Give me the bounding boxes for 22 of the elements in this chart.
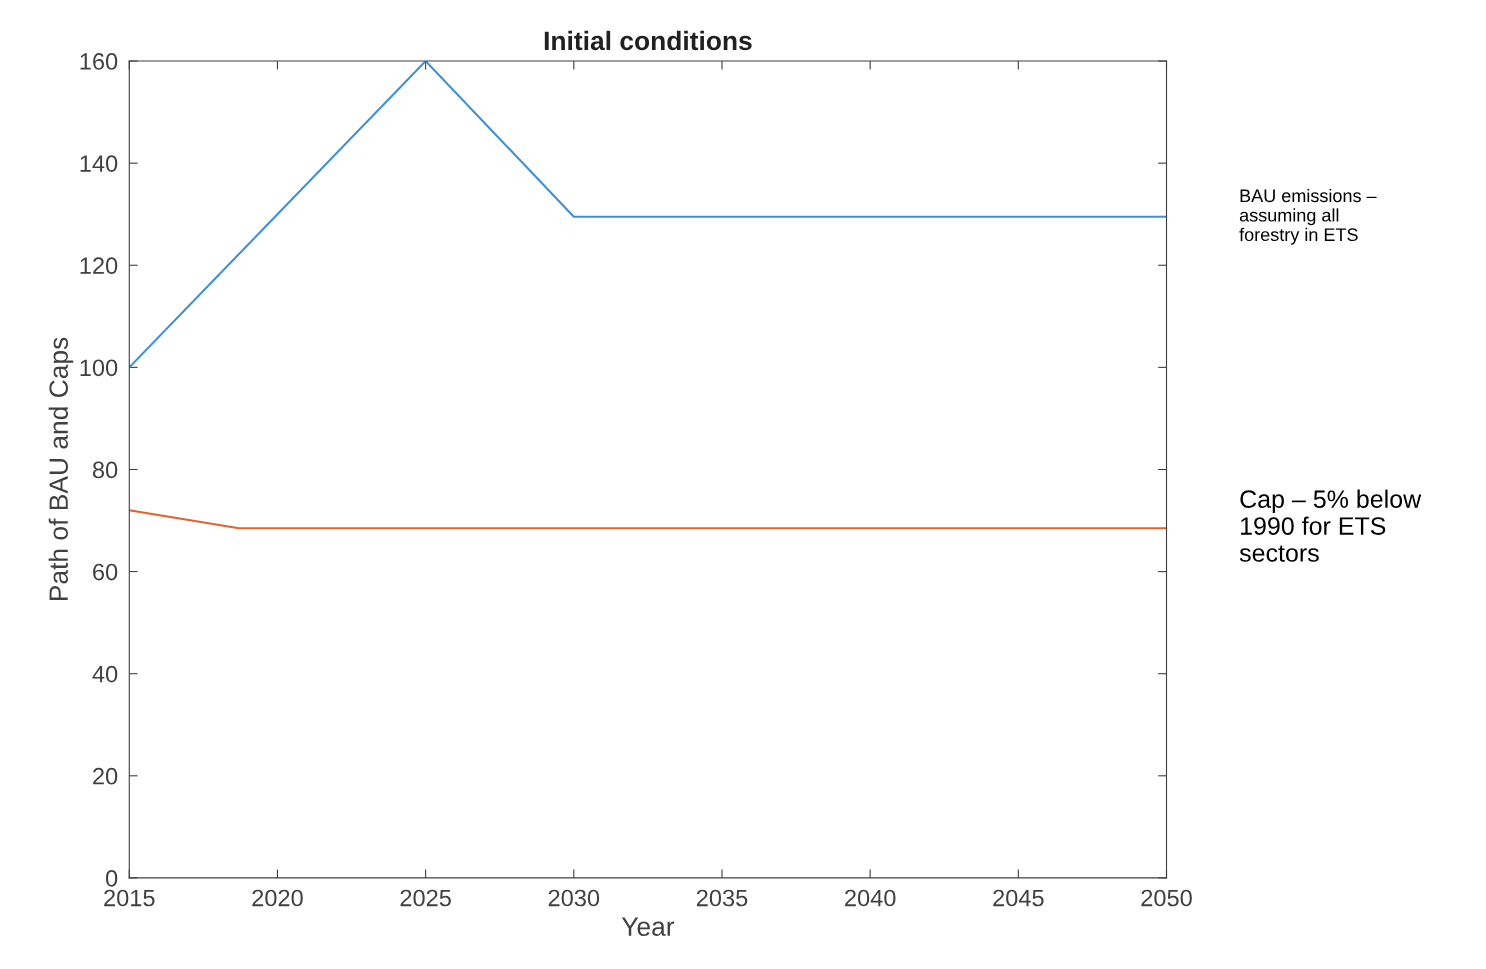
y-tick-label: 120 <box>80 257 118 275</box>
x-tick-label: 2015 <box>104 889 155 907</box>
y-tick-label: 60 <box>93 563 118 581</box>
chart-title: Initial conditions <box>544 30 752 51</box>
x-axis-title: Year <box>621 917 675 936</box>
x-tick-label: 2050 <box>1141 889 1192 907</box>
text: BAU emissions – assuming all forestry in ETS <box>1239 188 1377 245</box>
x-tick-label: 2025 <box>400 889 451 907</box>
y-tick-label: 100 <box>80 359 118 377</box>
x-tick-label: 2030 <box>548 889 600 907</box>
x-tick-label: 2020 <box>252 889 303 907</box>
x-tick-label: 2035 <box>696 889 748 907</box>
y-tick-label: 20 <box>93 767 118 785</box>
x-tick-label: 2045 <box>993 889 1044 907</box>
y-tick-label: 160 <box>80 53 118 70</box>
y-tick-label: 80 <box>92 461 118 479</box>
y-axis-title: Path of BAU and Caps <box>48 337 74 601</box>
text: Cap – 5% below 1990 for ETS sectors <box>1239 489 1422 562</box>
x-tick-label: 2040 <box>845 889 896 907</box>
y-tick-label: 0 <box>105 869 118 887</box>
y-tick-label: 140 <box>80 155 118 172</box>
y-tick-label: 40 <box>92 665 118 683</box>
